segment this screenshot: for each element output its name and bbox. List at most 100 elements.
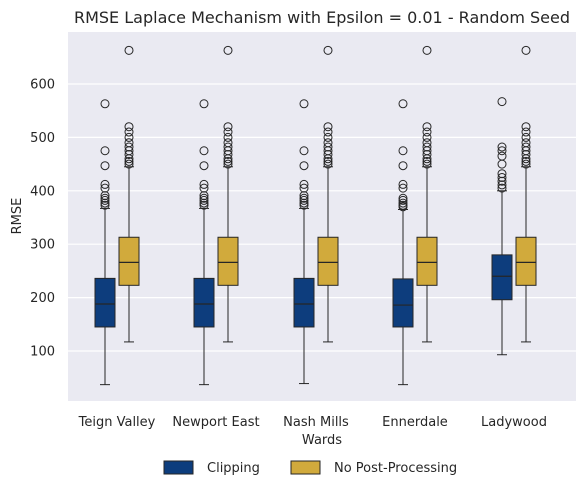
outlier-point bbox=[299, 146, 309, 156]
outlier-point bbox=[100, 200, 110, 210]
outlier-point bbox=[299, 99, 309, 109]
y-tick-label: 600 bbox=[30, 78, 55, 93]
outlier-point bbox=[497, 142, 507, 152]
x-tick-labels: Teign Valley Newport East Nash Mills Ennerd… bbox=[78, 415, 547, 430]
outlier-point bbox=[124, 156, 134, 166]
outlier-point bbox=[323, 45, 333, 55]
outlier-point bbox=[497, 176, 507, 186]
outlier-point bbox=[323, 149, 333, 159]
outlier-point bbox=[521, 142, 531, 152]
outlier-point bbox=[199, 195, 209, 205]
outlier-point bbox=[299, 179, 309, 189]
outlier-point bbox=[323, 156, 333, 166]
legend-label-no-post-processing: No Post-Processing bbox=[334, 461, 457, 476]
outlier-point bbox=[100, 161, 110, 171]
box-iqr bbox=[515, 236, 537, 286]
box-iqr bbox=[217, 236, 239, 286]
box-0-4 bbox=[491, 97, 513, 356]
box-groups bbox=[94, 45, 537, 386]
outlier-point bbox=[422, 156, 432, 166]
outlier-point bbox=[199, 99, 209, 109]
outlier-point bbox=[521, 149, 531, 159]
outlier-point bbox=[223, 156, 233, 166]
outlier-point bbox=[100, 179, 110, 189]
outlier-point bbox=[422, 159, 432, 169]
x-tick-label: Ennerdale bbox=[382, 415, 448, 430]
outlier-point bbox=[521, 156, 531, 166]
outlier-point bbox=[497, 180, 507, 190]
outlier-point bbox=[199, 200, 209, 210]
outlier-point bbox=[521, 122, 531, 132]
x-tick-label: Nash Mills bbox=[283, 415, 349, 430]
legend-swatch-clipping bbox=[163, 460, 194, 475]
outlier-point bbox=[521, 132, 531, 142]
outlier-point bbox=[100, 198, 110, 208]
y-tick-label: 400 bbox=[30, 184, 55, 199]
outlier-point bbox=[199, 191, 209, 201]
outlier-point bbox=[398, 198, 408, 208]
y-tick-label: 300 bbox=[30, 238, 55, 253]
outlier-point bbox=[323, 138, 333, 148]
outlier-point bbox=[521, 138, 531, 148]
box-1-3 bbox=[416, 45, 438, 343]
x-tick-label: Ladywood bbox=[481, 415, 547, 430]
legend-swatch-no-post-processing bbox=[290, 460, 321, 475]
outlier-point bbox=[299, 193, 309, 203]
plot-background bbox=[68, 32, 576, 401]
outlier-point bbox=[124, 122, 134, 132]
outlier-point bbox=[497, 146, 507, 156]
outlier-point bbox=[223, 132, 233, 142]
box-iqr bbox=[118, 236, 140, 286]
outlier-point bbox=[422, 138, 432, 148]
y-tick-label: 100 bbox=[30, 345, 55, 360]
outlier-point bbox=[323, 159, 333, 169]
outlier-point bbox=[398, 99, 408, 109]
box-iqr bbox=[416, 236, 438, 286]
outlier-point bbox=[323, 132, 333, 142]
outlier-point bbox=[199, 161, 209, 171]
box-iqr bbox=[193, 277, 215, 328]
outlier-point bbox=[422, 142, 432, 152]
outlier-point bbox=[100, 183, 110, 193]
outlier-point bbox=[422, 45, 432, 55]
box-iqr bbox=[293, 277, 315, 328]
box-1-1 bbox=[217, 45, 239, 343]
box-iqr bbox=[94, 277, 116, 328]
outlier-point bbox=[100, 195, 110, 205]
outlier-point bbox=[422, 149, 432, 159]
outlier-point bbox=[497, 151, 507, 161]
outlier-point bbox=[124, 45, 134, 55]
outlier-point bbox=[497, 169, 507, 179]
outlier-point bbox=[100, 193, 110, 203]
box-iqr bbox=[317, 236, 339, 286]
outlier-point bbox=[199, 193, 209, 203]
legend-label-clipping: Clipping bbox=[207, 461, 260, 476]
outlier-point bbox=[398, 179, 408, 189]
legend: Clipping No Post-Processing bbox=[163, 460, 457, 476]
y-axis-label: RMSE bbox=[10, 198, 25, 235]
outlier-point bbox=[398, 183, 408, 193]
outlier-point bbox=[398, 161, 408, 171]
outlier-point bbox=[199, 198, 209, 208]
y-tick-label: 500 bbox=[30, 131, 55, 146]
outlier-point bbox=[422, 122, 432, 132]
outlier-point bbox=[398, 193, 408, 203]
outlier-point bbox=[199, 146, 209, 156]
outlier-point bbox=[199, 179, 209, 189]
outlier-point bbox=[299, 195, 309, 205]
outlier-point bbox=[398, 146, 408, 156]
outlier-point bbox=[521, 159, 531, 169]
x-tick-label: Newport East bbox=[172, 415, 259, 430]
outlier-point bbox=[323, 127, 333, 137]
outlier-point bbox=[223, 159, 233, 169]
outlier-point bbox=[223, 122, 233, 132]
box-iqr bbox=[491, 254, 513, 301]
outlier-point bbox=[124, 127, 134, 137]
box-0-1 bbox=[193, 99, 215, 386]
outlier-point bbox=[199, 183, 209, 193]
y-tick-label: 200 bbox=[30, 291, 55, 306]
outlier-point bbox=[223, 127, 233, 137]
outlier-point bbox=[299, 161, 309, 171]
outlier-point bbox=[223, 149, 233, 159]
